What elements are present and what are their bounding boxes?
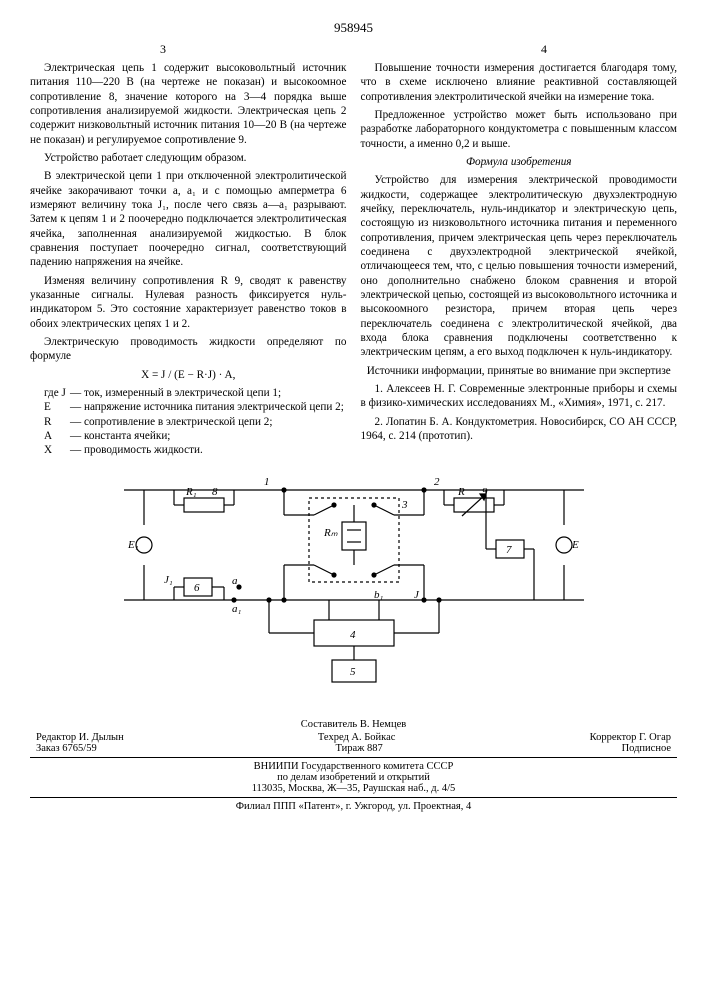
lbl-1: 1	[264, 476, 270, 488]
text-columns: Электрическая цепь 1 содержит высоковоль…	[30, 61, 677, 458]
footer: Составитель В. Немцев Редактор И. Дылын …	[30, 719, 677, 812]
lbl-e: E	[571, 539, 579, 551]
para: Устройство работает следующим образом.	[30, 151, 347, 165]
lbl-j1: J₁	[164, 574, 173, 586]
lbl-5: 5	[350, 666, 356, 678]
para: Электрическую проводимость жидкости опре…	[30, 335, 347, 364]
page-num-right: 4	[541, 42, 547, 57]
para: Предложенное устройство может быть испол…	[361, 108, 678, 151]
lbl-8: 8	[212, 486, 218, 498]
editor: Редактор И. Дылын	[36, 732, 124, 743]
lbl-3: 3	[401, 499, 408, 511]
def-sym: X	[30, 443, 70, 457]
right-column: Повышение точности измерения достигается…	[361, 61, 678, 458]
page-num-left: 3	[160, 42, 166, 57]
corrector: Корректор Г. Огар	[590, 732, 671, 743]
org-line: по делам изобретений и открытий	[30, 772, 677, 783]
para: Повышение точности измерения достигается…	[361, 61, 678, 104]
doc-number: 958945	[30, 20, 677, 36]
circuit-diagram: E₁ E R₁ 8 R 9 Rₘ J₁ J a a₁ b₁ 1 2 3 4 5 …	[114, 470, 594, 705]
compiler: Составитель В. Немцев	[30, 719, 677, 730]
refs-title: Источники информации, принятые во вниман…	[361, 364, 678, 378]
lbl-7: 7	[506, 544, 512, 556]
def-text: — константа ячейки;	[70, 429, 347, 443]
lbl-2: 2	[434, 476, 440, 488]
lbl-9: 9	[482, 486, 488, 498]
def-sym: E	[30, 400, 70, 414]
tech-editor: Техред А. Бойкас	[318, 732, 396, 743]
address: 113035, Москва, Ж—35, Раушская наб., д. …	[30, 783, 677, 798]
lbl-rm: Rₘ	[323, 527, 338, 539]
address: Филиал ППП «Патент», г. Ужгород, ул. Про…	[30, 801, 677, 812]
lbl-b1: b₁	[374, 589, 384, 601]
para: В электрической цепи 1 при отключенной э…	[30, 169, 347, 269]
lbl-r: R	[457, 486, 465, 498]
lbl-a: a	[232, 575, 238, 587]
def-text: — сопротивление в электрической цепи 2;	[70, 415, 347, 429]
def-sym: R	[30, 415, 70, 429]
ref: 1. Алексеев Н. Г. Современные электронны…	[361, 382, 678, 411]
para: Изменяя величину сопротивления R 9, свод…	[30, 274, 347, 331]
subscription: Подписное	[622, 743, 671, 754]
lbl-a1: a₁	[232, 603, 242, 615]
org-line: ВНИИПИ Государственного комитета СССР	[30, 761, 677, 772]
def-sym: где J	[30, 386, 70, 400]
formula: X = J / (E − R·J) · A,	[30, 368, 347, 382]
lbl-6: 6	[194, 582, 200, 594]
para: Электрическая цепь 1 содержит высоковоль…	[30, 61, 347, 147]
left-column: Электрическая цепь 1 содержит высоковоль…	[30, 61, 347, 458]
claims-text: Устройство для измерения электрической п…	[361, 173, 678, 359]
ref: 2. Лопатин Б. А. Кондуктометрия. Новосиб…	[361, 415, 678, 444]
claims-title: Формула изобретения	[361, 155, 678, 169]
def-text: — ток, измеренный в электрической цепи 1…	[70, 386, 347, 400]
lbl-j: J	[414, 589, 420, 601]
def-text: — проводимость жидкости.	[70, 443, 347, 457]
lbl-r1: R₁	[185, 486, 197, 498]
def-text: — напряжение источника питания электриче…	[70, 400, 347, 414]
lbl-e1: E₁	[127, 539, 139, 551]
tirage: Тираж 887	[335, 743, 382, 754]
lbl-4: 4	[350, 629, 356, 641]
def-sym: A	[30, 429, 70, 443]
order-num: Заказ 6765/59	[36, 743, 97, 754]
